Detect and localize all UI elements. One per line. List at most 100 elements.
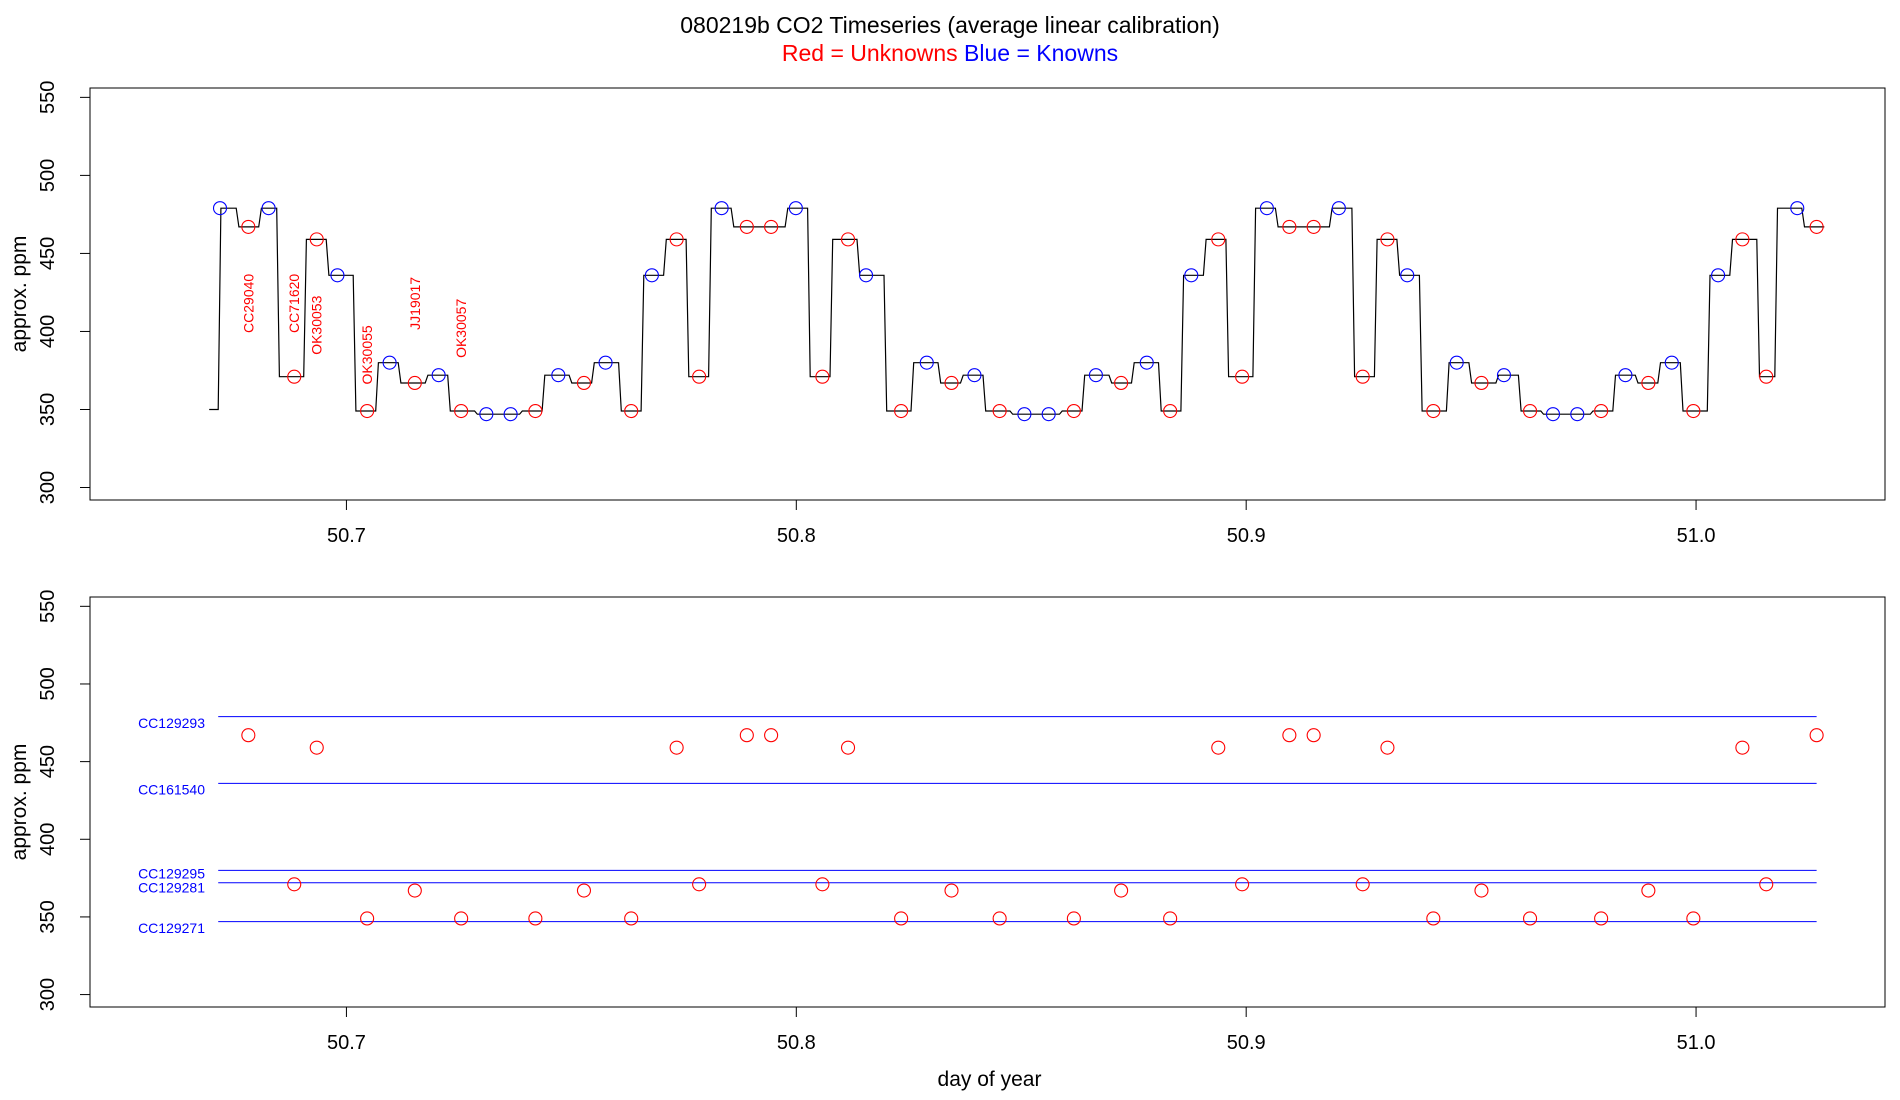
unknown-point: [1306, 219, 1321, 234]
unknown-point: [1686, 911, 1701, 926]
unknown-point: [1809, 728, 1824, 743]
sample-annotation: CC71620: [286, 274, 302, 333]
unknown-point: [669, 232, 684, 247]
unknown-point: [309, 740, 324, 755]
y-tick-label: 450: [37, 237, 59, 270]
known-point: [1664, 355, 1679, 370]
unknown-point: [1114, 375, 1129, 391]
known-point: [1545, 407, 1561, 422]
unknown-point: [944, 883, 959, 898]
unknown-point: [309, 232, 324, 247]
x-tick-label: 50.9: [1227, 525, 1266, 547]
plot-frame: [89, 87, 1886, 501]
y-tick-label: 500: [37, 667, 59, 700]
unknown-point: [1355, 369, 1370, 384]
unknown-point: [454, 911, 469, 926]
unknown-point: [241, 219, 256, 234]
y-tick-label: 550: [37, 81, 59, 114]
known-point: [503, 407, 518, 422]
x-tick-label: 51.0: [1677, 525, 1716, 547]
y-tick-label: 550: [37, 590, 59, 623]
unknown-point: [360, 911, 375, 926]
sample-annotation: OK30055: [359, 325, 375, 384]
unknown-point: [407, 375, 422, 391]
timeseries-panel: 300 350 400 450 500 550 50.7 50.8 50.9 51.0 approx…: [8, 81, 1886, 547]
known-point: [1570, 407, 1585, 422]
unknown-point: [576, 883, 592, 898]
known-point: [858, 268, 874, 283]
unknown-point: [1282, 219, 1297, 234]
unknown-point: [739, 219, 754, 234]
unknown-point: [287, 877, 302, 892]
unknown-point: [1235, 877, 1250, 892]
known-point: [382, 355, 397, 370]
known-point: [1790, 201, 1805, 216]
unknown-point: [692, 369, 707, 384]
unknown-point: [669, 740, 684, 755]
unknown-point: [840, 740, 856, 755]
unknown-point: [1594, 403, 1609, 419]
unknown-point: [1522, 403, 1538, 419]
unknown-point: [576, 375, 592, 391]
unknown-point: [894, 911, 909, 926]
known-point: [330, 268, 345, 283]
unknown-point: [764, 728, 779, 743]
unknown-point: [992, 403, 1007, 419]
unknown-point: [1735, 232, 1750, 247]
known-point: [644, 268, 659, 283]
reference-label: CC129295: [138, 865, 205, 881]
y-tick-label: 350: [37, 393, 59, 426]
known-point: [551, 368, 566, 383]
known-point: [714, 201, 729, 216]
y-tick-label: 350: [37, 900, 59, 933]
unknown-point: [1211, 740, 1226, 755]
x-tick-label: 50.7: [327, 1032, 366, 1054]
calibration-panel: 300 350 400 450 500 550 50.7 50.8 50.9 51.0 approx…: [8, 590, 1886, 1091]
unknown-point: [840, 232, 856, 247]
unknown-point: [1641, 883, 1656, 898]
unknown-point: [1809, 219, 1824, 234]
reference-label: CC129293: [138, 715, 205, 731]
x-tick-label: 51.0: [1677, 1032, 1716, 1054]
unknown-point: [1380, 232, 1395, 247]
known-point: [967, 368, 982, 383]
unknown-point: [1163, 911, 1178, 926]
known-point: [919, 355, 934, 370]
unknown-point: [1426, 911, 1441, 926]
known-point: [431, 368, 446, 383]
y-tick-label: 300: [37, 471, 59, 504]
reference-label: CC129281: [138, 879, 205, 895]
known-point: [1184, 268, 1199, 283]
unknown-point: [1163, 403, 1178, 419]
reference-label: CC161540: [138, 782, 205, 798]
unknown-point: [1759, 877, 1774, 892]
unknown-point: [624, 403, 639, 419]
unknown-point: [241, 728, 256, 743]
known-point: [1259, 201, 1274, 216]
y-tick-label: 500: [37, 159, 59, 192]
unknown-point: [894, 403, 909, 419]
unknown-point: [992, 911, 1007, 926]
unknown-point: [1686, 403, 1701, 419]
chart-title: 080219b CO2 Timeseries (average linear c…: [680, 12, 1220, 38]
known-point: [1400, 268, 1415, 283]
unknown-point: [454, 403, 469, 419]
y-axis-title: approx. ppm: [8, 236, 31, 353]
known-point: [212, 201, 228, 216]
unknown-point: [1380, 740, 1395, 755]
known-point: [1711, 268, 1726, 283]
chart-subtitle: Red = Unknowns Blue = Knowns: [0, 40, 1900, 67]
unknown-point: [1594, 911, 1609, 926]
unknown-point: [739, 728, 754, 743]
x-tick-label: 50.9: [1227, 1032, 1266, 1054]
y-tick-label: 450: [37, 745, 59, 778]
y-tick-label: 400: [37, 823, 59, 856]
unknown-point: [1759, 369, 1774, 384]
subtitle-blue-text: Blue = Knowns: [964, 40, 1119, 66]
unknown-point: [944, 375, 959, 391]
unknown-point: [692, 877, 707, 892]
unknown-point: [407, 883, 422, 898]
y-axis-title: approx. ppm: [8, 744, 31, 861]
unknown-point: [1641, 375, 1656, 391]
